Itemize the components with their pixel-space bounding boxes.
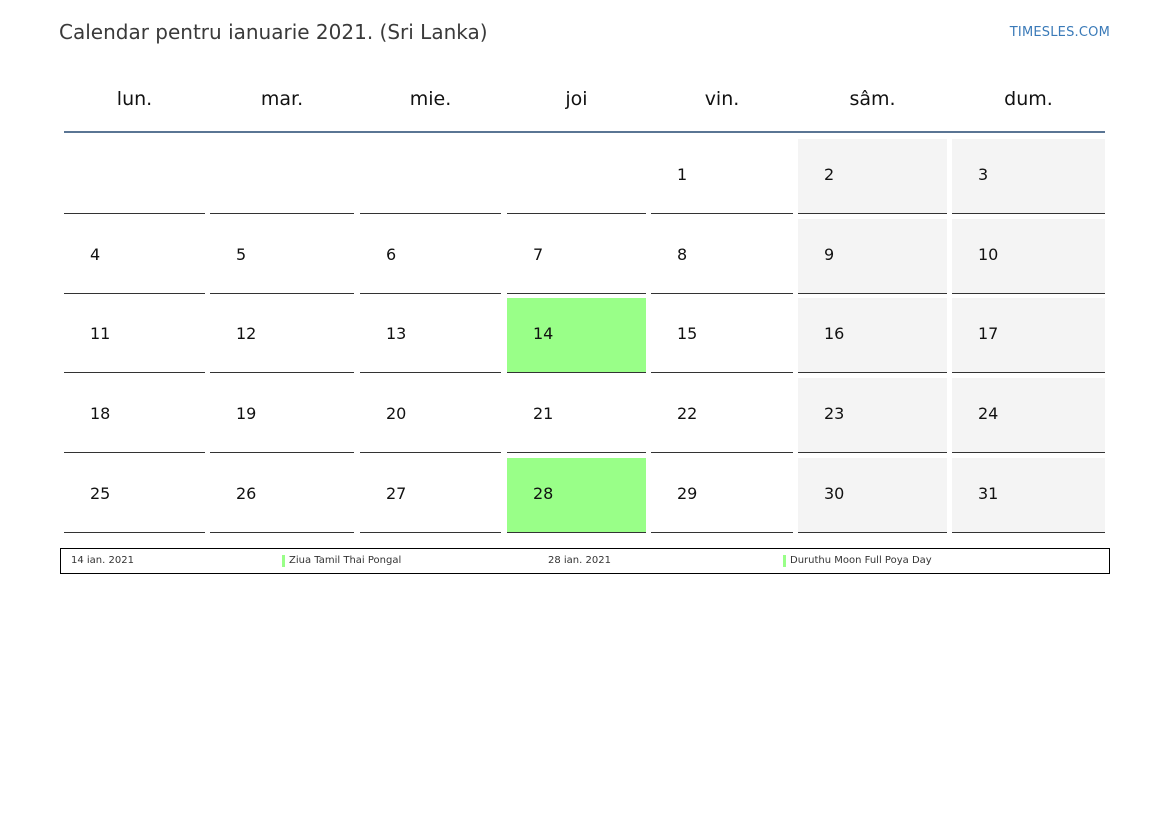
day-cell: 9 [798,219,947,294]
day-number: 11 [90,324,111,343]
day-cell: 16 [798,298,947,373]
day-cell: 12 [210,298,354,373]
day-cell [507,139,646,214]
day-number: 28 [533,484,554,503]
day-number: 20 [386,404,407,423]
day-cell [210,139,354,214]
day-number: 2 [824,165,835,184]
day-cell-holiday: 28 [507,458,646,533]
day-cell: 11 [64,298,205,373]
day-cell: 10 [952,219,1105,294]
day-number: 13 [386,324,407,343]
day-cell: 27 [360,458,501,533]
day-cell: 29 [651,458,793,533]
day-cell: 31 [952,458,1105,533]
day-cell [360,139,501,214]
holiday-legend: 14 ian. 2021 Ziua Tamil Thai Pongal 28 i… [60,548,1110,574]
legend-holiday-name: Duruthu Moon Full Poya Day [783,555,932,567]
day-number: 14 [533,324,554,343]
day-cell: 3 [952,139,1105,214]
day-cell: 15 [651,298,793,373]
day-cell-holiday: 14 [507,298,646,373]
day-cell: 1 [651,139,793,214]
day-cell: 25 [64,458,205,533]
legend-holiday-name: Ziua Tamil Thai Pongal [282,555,402,567]
day-cell: 4 [64,219,205,294]
day-number: 12 [236,324,257,343]
day-number: 23 [824,404,845,423]
day-number: 3 [978,165,989,184]
day-number: 17 [978,324,999,343]
day-cell: 24 [952,378,1105,453]
day-number: 1 [677,165,688,184]
day-number: 8 [677,245,688,264]
day-number: 6 [386,245,397,264]
weekday-wed: mie. [409,88,452,110]
day-number: 30 [824,484,845,503]
day-number: 29 [677,484,698,503]
day-cell: 18 [64,378,205,453]
legend-date: 14 ian. 2021 [71,555,134,566]
day-number: 4 [90,245,101,264]
weekday-fri: vin. [704,88,740,110]
day-cell: 7 [507,219,646,294]
day-cell: 21 [507,378,646,453]
day-cell: 23 [798,378,947,453]
day-number: 9 [824,245,835,264]
calendar-title: Calendar pentru ianuarie 2021. (Sri Lank… [59,20,488,44]
day-cell: 30 [798,458,947,533]
day-cell: 26 [210,458,354,533]
day-number: 22 [677,404,698,423]
day-number: 26 [236,484,257,503]
day-number: 27 [386,484,407,503]
day-number: 18 [90,404,111,423]
day-number: 16 [824,324,845,343]
day-cell: 19 [210,378,354,453]
day-cell: 6 [360,219,501,294]
day-number: 31 [978,484,999,503]
weekday-sun: dum. [1004,88,1053,110]
day-cell: 13 [360,298,501,373]
legend-color-marker [783,555,786,567]
day-cell: 20 [360,378,501,453]
day-cell: 5 [210,219,354,294]
site-link[interactable]: TIMESLES.COM [1009,25,1110,40]
weekday-tue: mar. [260,88,304,110]
legend-holiday-label: Duruthu Moon Full Poya Day [790,555,932,566]
day-number: 25 [90,484,111,503]
day-cell [64,139,205,214]
day-number: 7 [533,245,544,264]
day-number: 10 [978,245,999,264]
day-cell: 2 [798,139,947,214]
day-number: 5 [236,245,247,264]
day-cell: 17 [952,298,1105,373]
day-number: 15 [677,324,698,343]
day-number: 19 [236,404,257,423]
day-number: 24 [978,404,999,423]
day-cell: 8 [651,219,793,294]
day-cell: 22 [651,378,793,453]
day-number: 21 [533,404,554,423]
weekday-thu: joi [565,88,588,110]
legend-color-marker [282,555,285,567]
weekday-mon: lun. [116,88,153,110]
legend-holiday-label: Ziua Tamil Thai Pongal [289,555,402,566]
weekday-sat: sâm. [849,88,896,110]
legend-date: 28 ian. 2021 [548,555,611,566]
header-rule [64,131,1105,133]
